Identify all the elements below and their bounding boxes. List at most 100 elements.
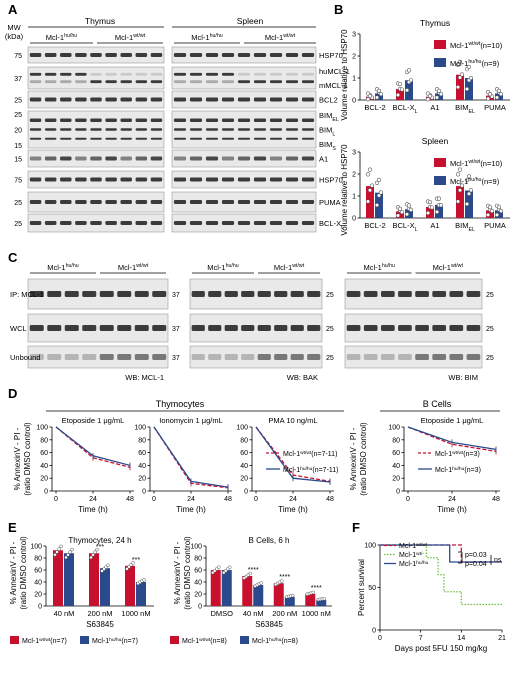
B-spleen-legend-label-0-base: Mcl-1 <box>450 159 468 168</box>
data-point <box>496 205 502 210</box>
c-mw-1-2: 25 <box>326 355 334 362</box>
d-header-bcells: B Cells <box>423 399 452 409</box>
data-point <box>434 209 440 214</box>
E1-title: Thymocytes, 24 h <box>68 536 131 545</box>
blot-band <box>60 156 72 161</box>
panel-label-A: A <box>8 2 18 17</box>
blot-band <box>221 80 235 84</box>
blot-band <box>285 72 299 76</box>
data-point <box>399 87 405 92</box>
bar-bcl-2-1 <box>375 93 383 100</box>
protein-label-3-1: BIML <box>319 126 335 138</box>
blot-band <box>221 128 235 131</box>
blot-band <box>301 137 315 140</box>
blot-band <box>173 137 187 140</box>
blot-band <box>105 53 117 57</box>
blot-band <box>205 53 219 57</box>
data-point <box>131 561 135 565</box>
blot-band <box>105 80 117 84</box>
c-mw-2-1: 25 <box>486 326 494 333</box>
c-row-label-1: WCL <box>10 324 27 333</box>
data-point <box>466 174 472 179</box>
blot-band <box>135 118 148 122</box>
data-point <box>68 550 72 554</box>
data-point <box>129 563 133 567</box>
data-point <box>142 578 146 582</box>
blot-band <box>269 97 283 102</box>
d-ylabel-b-1: % AnnexinV - PI - <box>349 427 358 490</box>
D3-ytick-label: 80 <box>240 437 248 444</box>
blot-band <box>237 53 251 57</box>
blot-band <box>173 200 187 204</box>
D4-legend-label-wt-n: (n=3) <box>463 451 480 458</box>
data-point <box>498 92 504 97</box>
wb-label-0: WB: MCL-1 <box>125 373 164 382</box>
E2-legend-label-hu-base: Mcl-1 <box>252 638 269 645</box>
genotype-group-3-base: Mcl-1 <box>265 33 283 42</box>
blot-band <box>150 128 163 131</box>
blot-band <box>237 177 251 182</box>
protein-label-4-0: A1 <box>319 155 328 164</box>
B-spleen-cat-1: BCL-XL <box>392 221 417 233</box>
c-mw-1-0: 25 <box>326 292 334 299</box>
blot-band <box>44 156 57 161</box>
D4-legend-label-hu-n: (n=3) <box>464 467 481 474</box>
D3-legend-label-wt-sup: wt/wt <box>300 450 312 456</box>
blot-row-0-thymus <box>27 46 165 64</box>
data-point <box>66 553 70 557</box>
D3-title: PMA 10 ng/mL <box>268 416 317 425</box>
blot-band <box>99 291 114 297</box>
blot-row-6-thymus <box>27 191 165 213</box>
ip-blot-1-row-0 <box>189 278 323 310</box>
data-point <box>466 64 472 70</box>
blot-band <box>150 200 163 204</box>
blot-band <box>60 200 72 204</box>
E2-title: B Cells, 6 h <box>249 536 290 545</box>
D2-ytick-label: 20 <box>138 476 146 483</box>
D2-ytick-label: 80 <box>138 437 146 444</box>
blot-band <box>29 97 42 102</box>
genotype-group-0-sup: hu/hu <box>64 33 77 39</box>
E2-bar-0-wt <box>210 570 221 606</box>
F-legend-label-het-base: Mcl-1 <box>399 552 416 559</box>
protein-label-1-1: mMCL-1 <box>319 81 348 90</box>
B-spleen-legend-label-1: Mcl-1hu/hu(n=9) <box>450 177 500 186</box>
E1-legend-swatch-wt <box>10 636 19 644</box>
blot-band <box>105 156 117 161</box>
blot-band <box>134 325 149 331</box>
blot-band <box>301 177 315 182</box>
blot-band <box>90 128 102 131</box>
blot-band <box>346 354 361 360</box>
D1-xtick-label: 24 <box>89 496 97 503</box>
B-thymus-cat-1-base: BCL-X <box>392 103 414 112</box>
F-legend-label-wt: Mcl-1wt/wt <box>399 542 428 551</box>
E1-legend-label-wt-n: (n=7) <box>50 638 67 645</box>
blot-band <box>221 177 235 182</box>
blot-band <box>415 291 429 297</box>
c-group-hu-1: Mcl-1hu/hu <box>207 263 239 272</box>
bar-bcl-x-1 <box>405 209 413 218</box>
blot-band <box>301 118 315 122</box>
blot-band <box>269 221 283 225</box>
blot-band <box>120 137 132 140</box>
blot-band <box>285 137 299 140</box>
E1-legend-label-wt-base: Mcl-1 <box>22 638 39 645</box>
blot-band <box>205 200 219 204</box>
data-point <box>438 92 444 97</box>
data-point <box>489 208 495 214</box>
blot-band <box>208 325 222 331</box>
blot-band <box>44 72 57 76</box>
blot-band <box>301 128 315 131</box>
F-xtick-label: 14 <box>457 635 465 642</box>
E2-bar-2-wt <box>273 583 284 606</box>
blot-band <box>90 221 102 225</box>
B-thymus-cat-2: A1 <box>430 103 439 112</box>
data-point <box>397 81 403 87</box>
data-point <box>485 96 491 101</box>
blot-band <box>75 80 87 84</box>
E1-cat-1: 200 nM <box>87 609 112 618</box>
protein-label-7-0: BCL-XL <box>319 219 344 231</box>
D3-xtick-label: 48 <box>326 496 334 503</box>
blot-band <box>105 72 117 76</box>
data-point <box>438 203 444 208</box>
